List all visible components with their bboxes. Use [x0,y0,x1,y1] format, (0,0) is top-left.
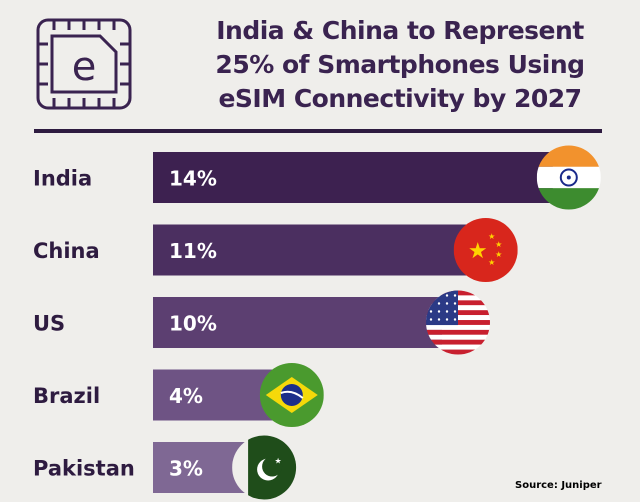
svg-text:★: ★ [488,258,495,267]
bar [153,224,470,276]
value-label: 4% [169,384,203,408]
us-flag-icon [426,290,490,355]
category-label: India [33,167,92,191]
bar-row-us: US 10% [33,290,490,355]
source-note: Source: Juniper [515,480,602,491]
chart-title: India & China to Represent 25% of Smartp… [215,16,585,113]
value-label: 14% [169,167,217,191]
bar [153,152,553,203]
category-label: US [33,312,65,336]
value-label: 10% [169,312,217,336]
svg-text:★: ★ [468,239,488,264]
india-flag-icon [536,145,601,210]
pakistan-flag-icon: ★ [232,435,297,500]
svg-text:★: ★ [495,240,502,249]
category-label: Pakistan [33,457,135,481]
logo-letter: e [72,44,97,90]
svg-text:★: ★ [488,232,495,241]
bar-row-india: India 14% [33,145,601,210]
brazil-flag-icon [259,363,324,427]
divider [34,129,602,133]
value-label: 11% [169,239,217,263]
bar [153,297,442,348]
svg-text:★: ★ [275,457,282,466]
bar-row-brazil: Brazil 4% [33,363,324,427]
bar-row-china: China 11% ★★★★★ [33,218,518,282]
china-flag-icon: ★★★★★ [453,218,518,282]
esim-chip-icon: e [34,16,134,116]
category-label: Brazil [33,384,100,408]
value-label: 3% [169,457,203,481]
bar [153,369,276,421]
category-label: China [33,239,100,263]
bar-row-pakistan: Pakistan 3% ★ [33,435,297,500]
svg-text:★: ★ [495,250,502,259]
